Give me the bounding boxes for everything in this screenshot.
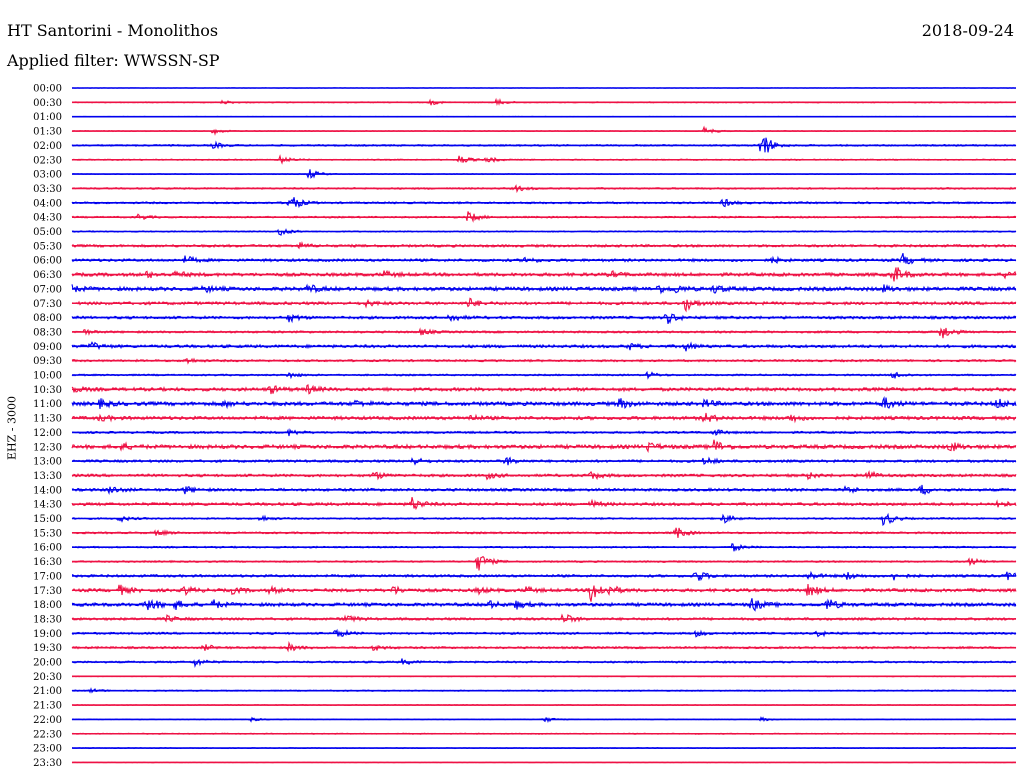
row-time-label: 18:00 xyxy=(33,600,62,611)
seismic-trace-0600 xyxy=(71,252,1017,265)
row-time-label: 07:30 xyxy=(33,299,62,310)
row-time-label: 22:30 xyxy=(33,729,62,740)
row-time-label: 17:00 xyxy=(33,571,62,582)
row-time-label: 13:30 xyxy=(33,471,62,482)
row-time-label: 13:00 xyxy=(33,457,62,468)
row-time-label: 04:00 xyxy=(33,198,62,209)
date-label: 2018-09-24 xyxy=(921,21,1014,40)
row-time-label: 14:30 xyxy=(33,500,62,511)
row-time-label: 12:00 xyxy=(33,428,62,439)
row-time-label: 11:30 xyxy=(33,414,62,425)
row-time-label: 10:30 xyxy=(33,385,62,396)
row-time-label: 07:00 xyxy=(33,284,62,295)
row-time-label: 09:30 xyxy=(33,356,62,367)
row-time-label: 00:30 xyxy=(33,98,62,109)
row-time-label: 06:00 xyxy=(33,256,62,267)
row-time-label: 02:30 xyxy=(33,155,62,166)
seismic-trace-1630 xyxy=(71,555,1017,571)
seismic-trace-0400 xyxy=(71,197,1017,209)
row-time-label: 11:00 xyxy=(33,399,62,410)
seismic-trace-1500 xyxy=(71,512,1017,527)
row-time-label: 15:30 xyxy=(33,528,62,539)
row-time-label: 14:00 xyxy=(33,485,62,496)
row-time-label: 19:00 xyxy=(33,629,62,640)
row-time-label: 20:00 xyxy=(33,658,62,669)
row-time-label: 09:00 xyxy=(33,342,62,353)
row-time-label: 01:00 xyxy=(33,112,62,123)
row-time-label: 08:30 xyxy=(33,327,62,338)
seismic-trace-1730 xyxy=(71,583,1017,602)
filter-label: Applied filter: WWSSN-SP xyxy=(7,51,220,70)
row-time-label: 01:30 xyxy=(33,127,62,138)
row-time-label: 16:30 xyxy=(33,557,62,568)
seismic-trace-0830 xyxy=(71,327,1017,339)
row-time-label: 16:00 xyxy=(33,543,62,554)
station-title: HT Santorini - Monolithos xyxy=(7,21,219,40)
row-time-label: 23:00 xyxy=(33,744,62,755)
row-time-label: 15:00 xyxy=(33,514,62,525)
row-time-label: 06:30 xyxy=(33,270,62,281)
seismic-trace-1430 xyxy=(71,497,1017,511)
row-time-label: 21:30 xyxy=(33,701,62,712)
row-time-label: 02:00 xyxy=(33,141,62,152)
row-time-label: 05:00 xyxy=(33,227,62,238)
row-time-label: 03:00 xyxy=(33,170,62,181)
row-time-label: 23:30 xyxy=(33,758,62,769)
row-time-label: 00:00 xyxy=(33,84,62,95)
row-time-label: 10:00 xyxy=(33,371,62,382)
row-time-label: 04:30 xyxy=(33,213,62,224)
row-time-label: 21:00 xyxy=(33,686,62,697)
row-time-label: 18:30 xyxy=(33,614,62,625)
seismic-trace-0500 xyxy=(71,228,1017,236)
row-time-label: 20:30 xyxy=(33,672,62,683)
seismic-trace-0430 xyxy=(71,211,1017,223)
seismic-trace-1230 xyxy=(71,439,1017,454)
seismic-trace-0730 xyxy=(71,297,1017,313)
row-time-label: 12:30 xyxy=(33,442,62,453)
row-time-label: 03:30 xyxy=(33,184,62,195)
row-time-label: 22:00 xyxy=(33,715,62,726)
row-time-label: 17:30 xyxy=(33,586,62,597)
row-time-label: 19:30 xyxy=(33,643,62,654)
seismic-trace-0800 xyxy=(71,313,1017,324)
row-time-label: 08:00 xyxy=(33,313,62,324)
row-time-label: 05:30 xyxy=(33,241,62,252)
